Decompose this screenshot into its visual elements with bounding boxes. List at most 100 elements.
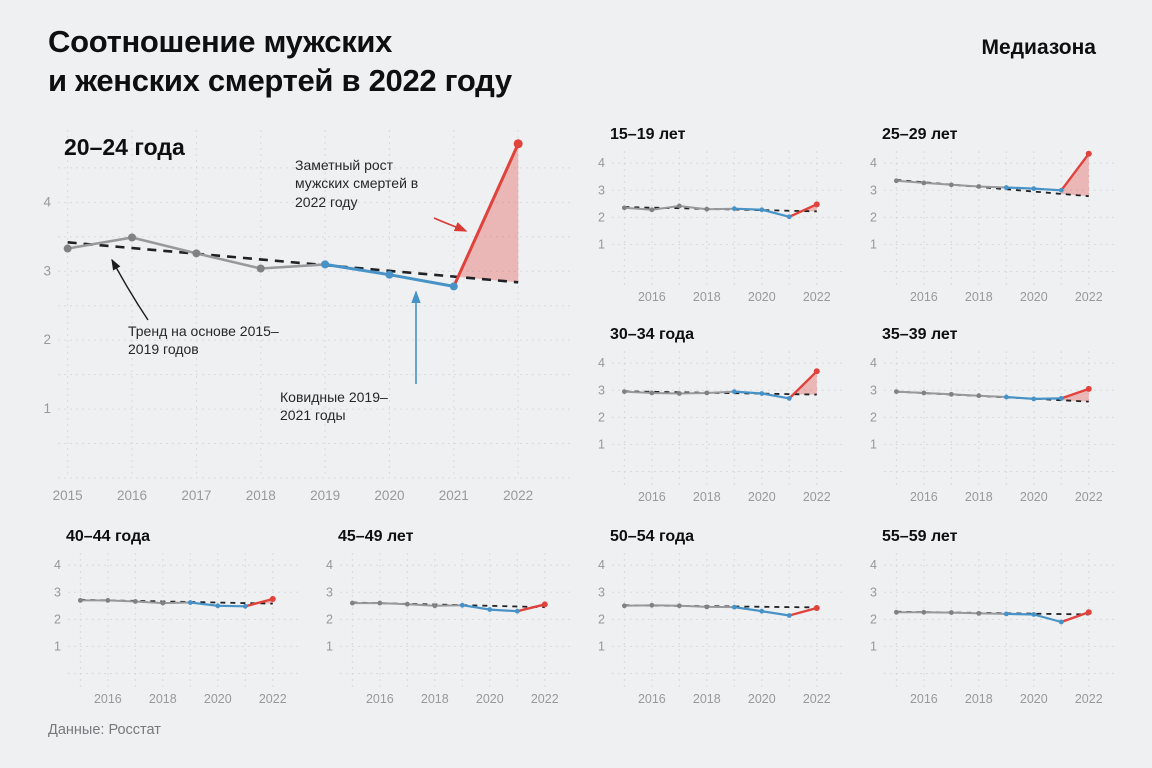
svg-text:2: 2	[598, 210, 605, 224]
svg-text:2018: 2018	[149, 692, 177, 706]
svg-text:2016: 2016	[910, 290, 938, 304]
svg-text:2018: 2018	[421, 692, 449, 706]
chart-15-19: 15–19 лет 1 2 3 4 2016 2018 2020 2022	[592, 126, 844, 309]
svg-text:2017: 2017	[181, 488, 211, 503]
svg-text:3: 3	[54, 585, 61, 599]
svg-text:2021: 2021	[439, 488, 469, 503]
line-plot-15-19: 1 2 3 4 2016 2018 2020 2022	[598, 151, 842, 304]
chart-30-34: 30–34 года 1 2 3 4 2016 2018 2020 2022	[592, 326, 844, 509]
annotation-rise-label: Заметный рост мужских смертей в 2022 год…	[295, 157, 419, 210]
svg-text:1: 1	[870, 437, 877, 451]
svg-text:3: 3	[598, 585, 605, 599]
svg-text:4: 4	[54, 558, 61, 572]
svg-text:2020: 2020	[748, 290, 776, 304]
chart-title-55-59: 55–59 лет	[882, 528, 958, 545]
svg-text:2016: 2016	[366, 692, 394, 706]
svg-text:2016: 2016	[910, 692, 938, 706]
chart-title-25-29: 25–29 лет	[882, 126, 958, 143]
svg-text:1: 1	[870, 237, 877, 251]
svg-text:4: 4	[598, 356, 605, 370]
svg-text:1: 1	[598, 437, 605, 451]
chart-25-29: 25–29 лет 1 2 3 4 2016 2018 2020 2022	[864, 126, 1116, 309]
svg-text:2018: 2018	[965, 490, 993, 504]
svg-text:4: 4	[870, 356, 877, 370]
svg-text:3: 3	[870, 585, 877, 599]
svg-text:2016: 2016	[638, 692, 666, 706]
svg-text:2018: 2018	[246, 488, 276, 503]
svg-text:2018: 2018	[693, 692, 721, 706]
svg-text:2019: 2019	[310, 488, 340, 503]
svg-text:2016: 2016	[94, 692, 122, 706]
svg-text:2022: 2022	[503, 488, 533, 503]
svg-text:2022: 2022	[1075, 290, 1103, 304]
annotation-covid-label: Ковидные 2019–2021 годы	[280, 389, 388, 424]
chart-50-54: 50–54 года 1 2 3 4 2016 2018 2020 2022	[592, 528, 844, 711]
svg-text:2: 2	[43, 332, 51, 347]
svg-text:1: 1	[326, 639, 333, 653]
svg-text:4: 4	[43, 194, 51, 209]
svg-text:1: 1	[598, 237, 605, 251]
page-title: Соотношение мужских и женских смертей в 2…	[48, 22, 512, 100]
svg-text:2022: 2022	[803, 290, 831, 304]
page-title-line1: Соотношение мужских	[48, 24, 393, 59]
svg-text:1: 1	[870, 639, 877, 653]
svg-text:2016: 2016	[638, 490, 666, 504]
svg-text:2020: 2020	[1020, 490, 1048, 504]
line-plot-50-54: 1 2 3 4 2016 2018 2020 2022	[598, 553, 842, 706]
chart-45-49: 45–49 лет 1 2 3 4 2016 2018 2020 2022	[320, 528, 572, 711]
chart-35-39: 35–39 лет 1 2 3 4 2016 2018 2020 2022	[864, 326, 1116, 509]
svg-text:3: 3	[870, 383, 877, 397]
svg-text:2020: 2020	[748, 490, 776, 504]
svg-text:2022: 2022	[259, 692, 287, 706]
svg-text:2022: 2022	[803, 490, 831, 504]
svg-text:2020: 2020	[1020, 290, 1048, 304]
chart-40-44: 40–44 года 1 2 3 4 2016 2018 2020 2022	[48, 528, 300, 711]
chart-title-30-34: 30–34 года	[610, 326, 695, 343]
chart-title-40-44: 40–44 года	[66, 528, 151, 545]
svg-text:2: 2	[870, 612, 877, 626]
svg-text:2020: 2020	[1020, 692, 1048, 706]
chart-title-20-24: 20–24 года	[64, 134, 185, 160]
data-source: Данные: Росстат	[48, 722, 161, 738]
svg-text:1: 1	[598, 639, 605, 653]
svg-text:4: 4	[870, 156, 877, 170]
chart-20-24: 20–24 года 1 2 3 4 2015 2016 2017 2018 2019 2020 2…	[36, 126, 572, 508]
svg-text:2018: 2018	[965, 692, 993, 706]
svg-text:2: 2	[598, 410, 605, 424]
chart-title-45-49: 45–49 лет	[338, 528, 414, 545]
line-plot-45-49: 1 2 3 4 2016 2018 2020 2022	[326, 553, 570, 706]
svg-text:4: 4	[326, 558, 333, 572]
line-plot-30-34: 1 2 3 4 2016 2018 2020 2022	[598, 351, 842, 504]
svg-text:2: 2	[54, 612, 61, 626]
chart-title-15-19: 15–19 лет	[610, 126, 686, 143]
line-plot-35-39: 1 2 3 4 2016 2018 2020 2022	[870, 351, 1114, 504]
svg-text:2020: 2020	[476, 692, 504, 706]
svg-text:3: 3	[598, 183, 605, 197]
svg-text:2020: 2020	[374, 488, 404, 503]
svg-text:3: 3	[326, 585, 333, 599]
chart-title-50-54: 50–54 года	[610, 528, 695, 545]
chart-title-35-39: 35–39 лет	[882, 326, 958, 343]
annotation-trend-label: Тренд на основе 2015–2019 годов	[128, 323, 279, 358]
svg-text:2016: 2016	[117, 488, 147, 503]
page-title-line2: и женских смертей в 2022 году	[48, 63, 512, 99]
svg-text:3: 3	[598, 383, 605, 397]
svg-text:2018: 2018	[693, 490, 721, 504]
svg-text:2: 2	[326, 612, 333, 626]
chart-55-59: 55–59 лет 1 2 3 4 2016 2018 2020 2022	[864, 528, 1116, 711]
svg-text:1: 1	[54, 639, 61, 653]
svg-text:3: 3	[870, 183, 877, 197]
svg-text:4: 4	[598, 156, 605, 170]
svg-text:4: 4	[598, 558, 605, 572]
svg-text:2020: 2020	[748, 692, 776, 706]
svg-text:2: 2	[598, 612, 605, 626]
svg-text:2: 2	[870, 410, 877, 424]
svg-text:2022: 2022	[531, 692, 559, 706]
brand-logo: Медиазона	[981, 36, 1096, 59]
line-plot-40-44: 1 2 3 4 2016 2018 2020 2022	[54, 553, 298, 706]
svg-text:2016: 2016	[638, 290, 666, 304]
svg-text:3: 3	[43, 263, 51, 278]
svg-text:2015: 2015	[53, 488, 83, 503]
line-plot-20-24: 1 2 3 4 2015 2016 2017 2018 2019 2020 2021 2022	[43, 130, 570, 503]
